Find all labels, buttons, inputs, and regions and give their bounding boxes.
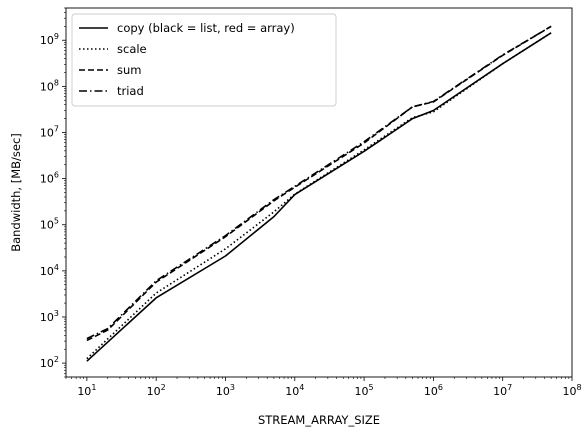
tick-base: 10 — [40, 173, 54, 186]
y-tick-label: 102 — [40, 355, 59, 370]
series-line-solid — [86, 32, 552, 362]
legend-label: triad — [117, 84, 144, 98]
tick-base: 10 — [40, 80, 54, 93]
x-tick-label: 108 — [562, 383, 581, 398]
tick-base: 10 — [40, 126, 54, 139]
legend-label: scale — [117, 42, 147, 56]
tick-base: 10 — [493, 385, 507, 398]
tick-exponent: 5 — [54, 217, 59, 226]
tick-base: 10 — [424, 385, 438, 398]
tick-base: 10 — [40, 311, 54, 324]
y-tick-label: 106 — [40, 171, 59, 186]
tick-base: 10 — [40, 357, 54, 370]
tick-base: 10 — [562, 385, 576, 398]
x-tick-label: 103 — [216, 383, 235, 398]
tick-base: 10 — [216, 385, 230, 398]
tick-exponent: 9 — [54, 32, 59, 41]
x-tick-label: 101 — [77, 383, 96, 398]
series-layer — [86, 25, 552, 362]
legend: copy (black = list, red = array) scale sum… — [71, 13, 337, 107]
x-axis: 101 102 103 104 105 106 107 108 — [65, 377, 581, 398]
y-tick-label: 109 — [40, 32, 59, 47]
legend-label: sum — [117, 63, 141, 77]
x-tick-label: 104 — [285, 383, 304, 398]
tick-exponent: 5 — [369, 383, 374, 392]
tick-base: 10 — [355, 385, 369, 398]
tick-base: 10 — [285, 385, 299, 398]
tick-exponent: 8 — [576, 383, 581, 392]
tick-exponent: 2 — [54, 355, 59, 364]
tick-exponent: 3 — [230, 383, 235, 392]
tick-exponent: 6 — [54, 171, 59, 180]
x-tick-label: 107 — [493, 383, 512, 398]
tick-exponent: 2 — [161, 383, 166, 392]
tick-exponent: 4 — [299, 383, 304, 392]
tick-exponent: 8 — [54, 78, 59, 87]
tick-base: 10 — [40, 265, 54, 278]
x-tick-label: 105 — [355, 383, 374, 398]
tick-exponent: 7 — [507, 383, 512, 392]
tick-exponent: 1 — [91, 383, 96, 392]
y-tick-label: 107 — [40, 124, 59, 139]
y-tick-label: 104 — [40, 263, 59, 278]
tick-base: 10 — [40, 34, 54, 47]
tick-base: 10 — [40, 219, 54, 232]
legend-label: copy (black = list, red = array) — [117, 21, 295, 35]
tick-base: 10 — [77, 385, 91, 398]
legend-frame — [71, 13, 337, 107]
x-axis-label: STREAM_ARRAY_SIZE — [258, 413, 380, 427]
x-tick-label: 106 — [424, 383, 443, 398]
y-axis-label: Bandwidth, [MB/sec] — [9, 133, 23, 252]
y-tick-label: 103 — [40, 309, 59, 324]
x-tick-label: 102 — [147, 383, 166, 398]
tick-exponent: 7 — [54, 124, 59, 133]
series-line-dotted — [86, 32, 552, 360]
tick-base: 10 — [147, 385, 161, 398]
tick-exponent: 3 — [54, 309, 59, 318]
tick-exponent: 6 — [438, 383, 443, 392]
series-line-dashdot — [86, 25, 552, 340]
tick-exponent: 4 — [54, 263, 59, 272]
y-tick-label: 108 — [40, 78, 59, 93]
y-tick-label: 105 — [40, 217, 59, 232]
